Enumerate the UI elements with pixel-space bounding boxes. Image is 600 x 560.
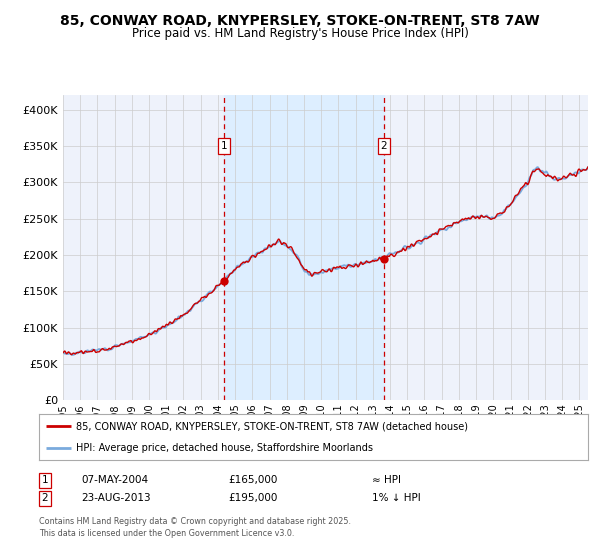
- Text: Contains HM Land Registry data © Crown copyright and database right 2025.: Contains HM Land Registry data © Crown c…: [39, 517, 351, 526]
- Text: £165,000: £165,000: [228, 475, 277, 486]
- Text: ≈ HPI: ≈ HPI: [372, 475, 401, 486]
- Text: Price paid vs. HM Land Registry's House Price Index (HPI): Price paid vs. HM Land Registry's House …: [131, 27, 469, 40]
- Text: 1: 1: [221, 141, 227, 151]
- Text: 1% ↓ HPI: 1% ↓ HPI: [372, 493, 421, 503]
- Text: 23-AUG-2013: 23-AUG-2013: [81, 493, 151, 503]
- Text: 2: 2: [41, 493, 49, 503]
- Text: £195,000: £195,000: [228, 493, 277, 503]
- Text: HPI: Average price, detached house, Staffordshire Moorlands: HPI: Average price, detached house, Staf…: [76, 443, 373, 453]
- Text: This data is licensed under the Open Government Licence v3.0.: This data is licensed under the Open Gov…: [39, 529, 295, 538]
- Bar: [224, 95, 384, 400]
- Text: 85, CONWAY ROAD, KNYPERSLEY, STOKE-ON-TRENT, ST8 7AW (detached house): 85, CONWAY ROAD, KNYPERSLEY, STOKE-ON-TR…: [76, 421, 469, 431]
- Text: 07-MAY-2004: 07-MAY-2004: [81, 475, 148, 486]
- Text: 85, CONWAY ROAD, KNYPERSLEY, STOKE-ON-TRENT, ST8 7AW: 85, CONWAY ROAD, KNYPERSLEY, STOKE-ON-TR…: [60, 14, 540, 28]
- Text: 1: 1: [41, 475, 49, 486]
- Text: 2: 2: [380, 141, 387, 151]
